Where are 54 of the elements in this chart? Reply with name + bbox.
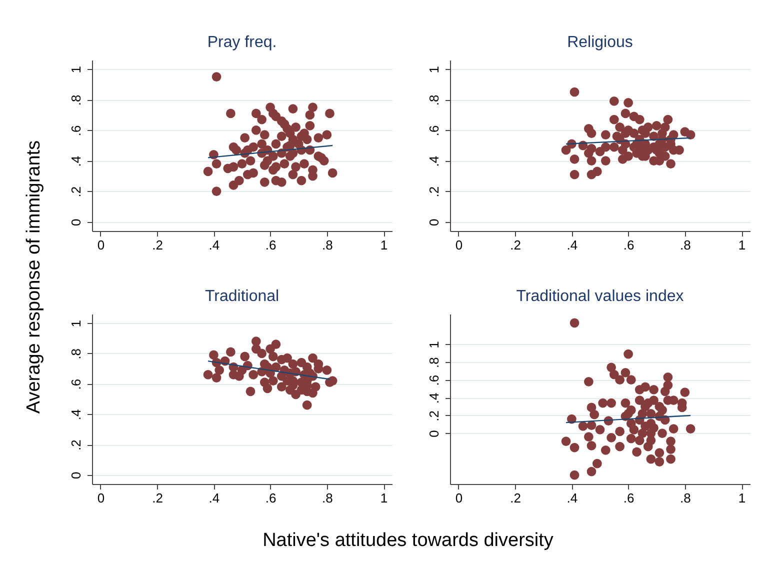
x-tick-label: .6 [623, 238, 634, 252]
x-tick-label: .6 [265, 238, 276, 252]
x-tick-label: 1 [380, 238, 388, 252]
y-tick-label: .8 [426, 357, 442, 368]
y-tick-label: .4 [426, 156, 442, 167]
y-tick-label: .6 [426, 374, 442, 386]
x-tick-label: .2 [510, 490, 522, 506]
x-tick-label: 0 [455, 238, 463, 252]
x-tick-label: .4 [208, 238, 220, 252]
y-tick-label: .8 [68, 348, 84, 360]
y-tick-label: .6 [68, 378, 84, 390]
x-tick-label: .8 [322, 238, 333, 252]
y-tick-label: 1 [426, 341, 442, 348]
y-tick-label: .6 [426, 125, 442, 136]
y-tick-label: .4 [68, 409, 84, 420]
y-tick-label: .2 [68, 440, 84, 450]
x-tick-label: 1 [738, 490, 746, 506]
y-tick-label: .4 [426, 392, 442, 404]
x-tick-label: .8 [322, 490, 333, 506]
x-axis-title: Native's attitudes towards diversity [262, 530, 554, 551]
chart-title: Pray freq. [207, 34, 277, 51]
y-tick-label: .4 [68, 156, 84, 167]
x-tick-label: .8 [680, 490, 691, 506]
y-tick-label: .8 [68, 94, 84, 106]
y-tick-label: .2 [426, 410, 442, 422]
x-tick-label: .8 [680, 238, 691, 252]
y-tick-label: 0 [426, 430, 442, 438]
x-tick-label: .6 [623, 490, 634, 506]
chart-title: Religious [567, 34, 633, 51]
x-tick-label: .4 [208, 490, 220, 506]
y-tick-label: 1 [68, 320, 84, 328]
x-tick-label: 1 [380, 490, 388, 506]
y-tick-label: 1 [426, 66, 442, 74]
x-tick-label: .4 [566, 238, 578, 252]
y-axis-title: Average response of immigrants [24, 140, 44, 414]
y-tick-label: .2 [68, 186, 84, 198]
x-tick-label: .2 [152, 490, 164, 506]
x-tick-label: .6 [265, 490, 276, 506]
x-tick-label: 0 [97, 490, 105, 506]
chart-title: Traditional values index [516, 288, 684, 305]
x-tick-label: 1 [738, 238, 746, 252]
y-tick-label: .6 [68, 125, 84, 136]
chart-title: Traditional [204, 288, 280, 305]
y-tick-label: 0 [68, 472, 84, 480]
x-tick-label: 0 [97, 238, 105, 252]
y-tick-label: 0 [68, 218, 84, 226]
x-tick-label: .2 [152, 238, 164, 252]
y-tick-label: 0 [426, 218, 442, 226]
y-tick-label: .8 [426, 94, 442, 106]
x-tick-label: .4 [566, 490, 578, 506]
y-tick-label: .2 [426, 186, 442, 198]
x-tick-label: 0 [455, 490, 463, 506]
y-tick-label: 1 [68, 66, 84, 74]
x-tick-label: .2 [510, 238, 522, 252]
